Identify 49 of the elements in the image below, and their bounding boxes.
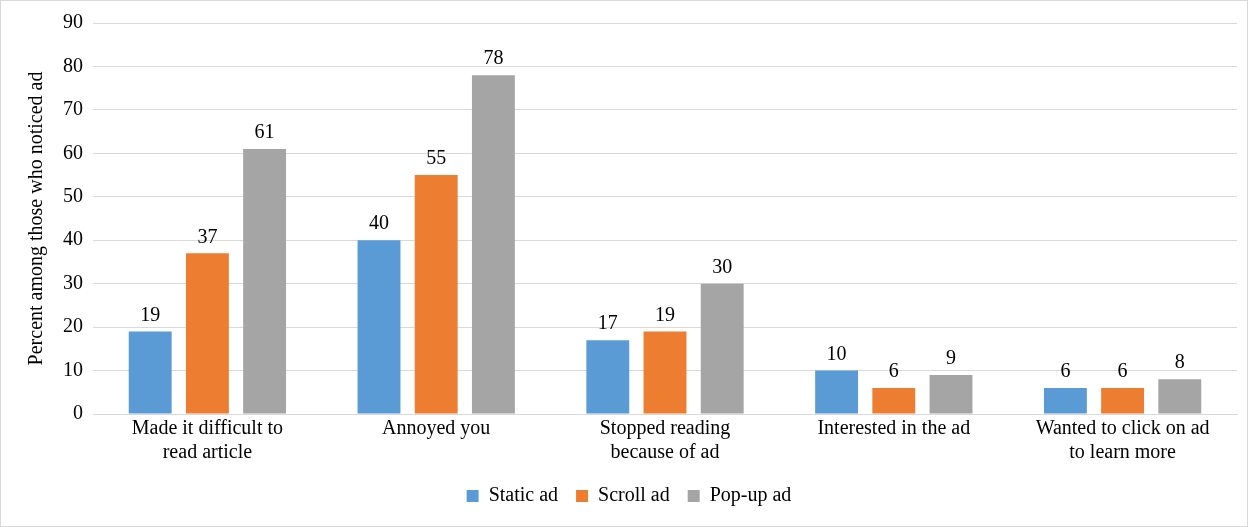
y-axis-title: Percent among those who noticed ad [24,71,48,366]
y-tick-label: 40 [63,227,83,250]
x-tick-label: Annoyed you [382,416,491,440]
y-tick-label: 80 [63,53,83,76]
bar [185,253,229,414]
y-tick-label: 60 [63,140,83,163]
data-label: 6 [888,359,899,382]
x-tick-label: Wanted to click on ad to learn more [1035,416,1210,463]
bar [1043,387,1087,414]
bar [700,283,744,414]
data-label: 55 [426,146,447,169]
y-tick-label: 90 [63,10,83,33]
data-label: 9 [946,346,956,369]
data-label: 40 [369,211,389,234]
data-label: 6 [1117,359,1128,382]
bar [243,148,287,414]
bar [471,75,515,414]
y-tick-label: 70 [63,97,83,120]
bar [586,340,630,414]
bar [414,175,458,414]
bar [1101,387,1145,414]
bar [128,331,172,414]
data-label: 19 [655,302,675,325]
legend-label: Pop-up ad [709,483,792,507]
y-tick-label: 50 [63,184,83,207]
y-tick-label: 20 [63,314,83,337]
y-tick-label: 10 [63,357,83,380]
x-tick-label: Made it difficult to read article [131,416,284,463]
data-label: 8 [1174,350,1185,373]
x-tick-label: Stopped reading because of ad [599,416,731,463]
data-label: 17 [597,311,618,334]
legend-label: Scroll ad [598,483,670,506]
x-tick-label: Interested in the ad [817,416,971,439]
bar [1158,379,1202,414]
data-label: 6 [1060,359,1071,382]
data-label: 30 [712,254,733,277]
y-tick-label: 30 [63,270,83,293]
data-label: 19 [140,302,161,325]
data-label: 61 [254,120,275,143]
legend-label: Static ad [488,483,559,506]
data-label: 37 [197,224,218,247]
bar [643,331,687,414]
data-label: 10 [826,341,847,364]
y-tick-label: 0 [73,401,83,424]
bar [357,240,401,414]
bar [815,370,859,414]
data-label: 78 [483,46,504,69]
bar [929,374,973,414]
bar [872,387,916,414]
